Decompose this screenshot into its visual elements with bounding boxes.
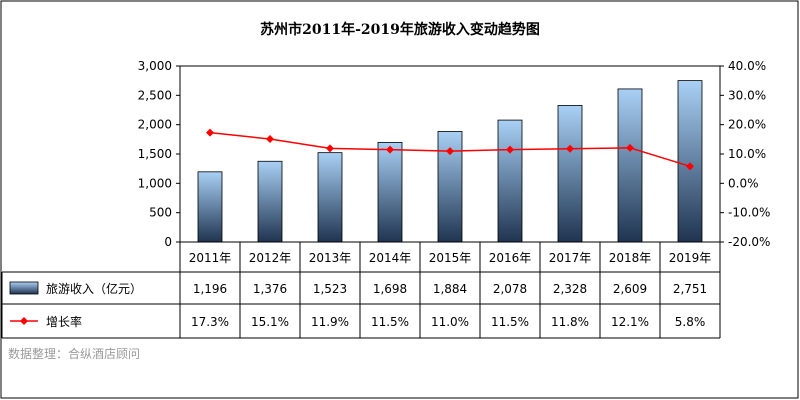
table-header-cell: 2019年 (669, 251, 712, 265)
right-axis-tick-label: -10.0% (728, 206, 770, 220)
growth-rate-point-2013年 (326, 144, 334, 153)
right-axis-tick-label: 30.0% (728, 88, 766, 102)
bar-2016年 (497, 119, 523, 243)
table-header-cell: 2011年 (189, 251, 232, 265)
table-bar-value: 1,884 (433, 282, 467, 296)
growth-rate-point-2014年 (386, 145, 394, 154)
table-line-value: 11.0% (431, 315, 469, 329)
left-axis-tick-label: 1,000 (138, 176, 172, 190)
legend-bar-swatch (9, 281, 39, 295)
bar-2019年 (677, 80, 703, 243)
table-bar-value: 2,609 (613, 282, 647, 296)
left-axis-tick-label: 3,000 (138, 59, 172, 73)
table-bar-value: 2,078 (493, 282, 527, 296)
table-line-value: 17.3% (191, 315, 229, 329)
right-axis-tick-label: 40.0% (728, 59, 766, 73)
table-line-value: 15.1% (251, 315, 289, 329)
growth-rate-point-2018年 (626, 143, 634, 152)
table-header-cell: 2015年 (429, 251, 472, 265)
table-line-value: 11.5% (371, 315, 409, 329)
table-line-value: 5.8% (675, 315, 706, 329)
bar-2012年 (257, 160, 283, 243)
source-note: 数据整理：合纵酒店顾问 (8, 346, 140, 361)
table-bar-value: 1,698 (373, 282, 407, 296)
left-axis-tick-label: 2,500 (138, 88, 172, 102)
table-header-cell: 2012年 (249, 251, 292, 265)
growth-rate-point-2011年 (206, 128, 214, 137)
growth-rate-point-2015年 (446, 147, 454, 156)
table-header-cell: 2013年 (309, 251, 352, 265)
table-bar-value: 1,523 (313, 282, 347, 296)
left-axis-tick-label: 2,000 (138, 118, 172, 132)
legend-bar-label: 旅游收入（亿元） (46, 281, 142, 296)
left-axis-tick-label: 0 (164, 235, 172, 249)
left-axis-tick-label: 1,500 (138, 147, 172, 161)
bar-2017年 (557, 105, 583, 243)
bar-2014年 (377, 141, 403, 243)
bar-2013年 (317, 152, 343, 243)
right-axis-tick-label: -20.0% (728, 235, 770, 249)
table-bar-value: 1,376 (253, 282, 287, 296)
chart-title: 苏州市2011年-2019年旅游收入变动趋势图 (260, 21, 540, 38)
table-bar-value: 2,751 (673, 282, 707, 296)
legend-line-marker (20, 317, 28, 325)
table-line-value: 11.5% (491, 315, 529, 329)
table-line-value: 11.8% (551, 315, 589, 329)
growth-rate-point-2012年 (266, 135, 274, 144)
growth-rate-point-2017年 (566, 144, 574, 153)
bar-2018年 (617, 88, 643, 243)
plot-area: 0 500 1,000 1,500 2,000 2,500 3,000 -20.0% -10.0… (1, 59, 770, 339)
bar-2011年 (197, 171, 223, 243)
growth-rate-point-2019年 (686, 162, 694, 171)
table-line-value: 12.1% (611, 315, 649, 329)
table-header-cell: 2018年 (609, 251, 652, 265)
growth-rate-point-2016年 (506, 145, 514, 154)
table-line-value: 11.9% (311, 315, 349, 329)
table-header-cell: 2016年 (489, 251, 532, 265)
table-bar-value: 1,196 (193, 282, 227, 296)
table-bar-value: 2,328 (553, 282, 587, 296)
legend-line-label: 增长率 (46, 314, 82, 329)
right-axis-tick-label: 0.0% (728, 176, 759, 190)
right-axis-tick-label: 10.0% (728, 147, 766, 161)
right-axis-tick-label: 20.0% (728, 118, 766, 132)
table-header-cell: 2014年 (369, 251, 412, 265)
left-axis-tick-label: 500 (149, 206, 172, 220)
table-header-cell: 2017年 (549, 251, 592, 265)
